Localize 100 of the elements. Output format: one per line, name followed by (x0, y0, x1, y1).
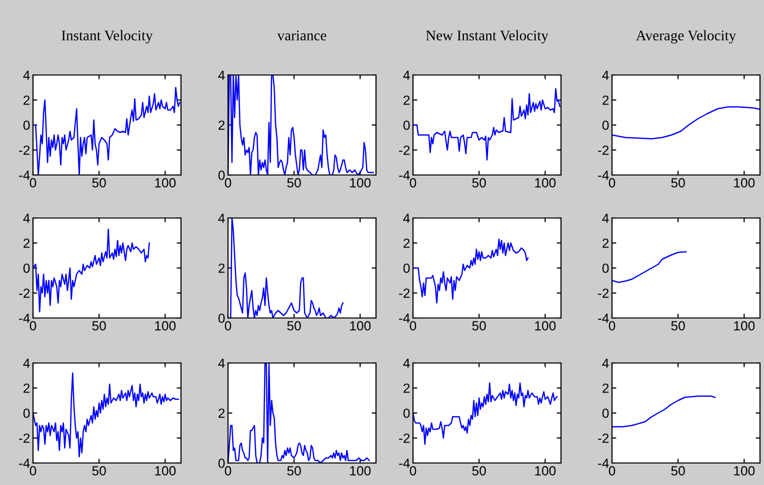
x-tick-label: 50 (92, 178, 106, 188)
y-tick-label: -4 (19, 170, 30, 180)
y-tick-label: -2 (598, 288, 609, 298)
x-tick-label: 100 (535, 178, 556, 188)
y-tick-label: -4 (399, 458, 410, 468)
x-tick-label: 100 (350, 321, 371, 330)
x-tick-label: 100 (734, 466, 755, 476)
y-tick-label: 2 (218, 264, 225, 273)
x-tick-label: 0 (224, 178, 232, 188)
y-tick-label: -2 (19, 146, 30, 155)
y-tick-label: 2 (404, 96, 410, 105)
x-tick-label: 0 (410, 321, 416, 330)
y-tick-label: 0 (218, 458, 225, 468)
x-tick-label: 0 (30, 178, 36, 188)
y-tick-label: -2 (399, 288, 410, 298)
y-tick-label: 0 (602, 264, 609, 273)
x-tick-label: 0 (30, 321, 36, 330)
y-tick-label: -2 (399, 434, 410, 443)
line-series (413, 88, 560, 161)
x-tick-label: 50 (671, 178, 685, 188)
y-tick-label: -4 (598, 458, 609, 468)
y-tick-label: 0 (218, 314, 225, 323)
y-tick-label: 4 (602, 358, 609, 368)
x-tick-label: 0 (608, 178, 616, 188)
y-tick-label: -4 (399, 314, 410, 323)
x-tick-label: 100 (155, 321, 176, 330)
x-tick-label: 100 (535, 466, 556, 476)
x-tick-label: 100 (155, 178, 176, 188)
y-tick-label: 0 (403, 120, 410, 130)
y-tick-label: 4 (23, 358, 30, 368)
x-tick-label: 50 (287, 466, 301, 476)
y-tick-label: 0 (403, 264, 410, 273)
y-tick-label: -4 (19, 458, 30, 468)
x-tick-label: 100 (155, 466, 176, 476)
x-tick-label: 50 (671, 321, 685, 330)
y-tick-label: -2 (598, 434, 609, 443)
y-tick-label: -2 (19, 434, 30, 443)
y-tick-label: -2 (598, 146, 609, 155)
y-tick-label: 2 (218, 120, 225, 130)
line-series (612, 251, 687, 283)
y-tick-label: 2 (602, 238, 609, 248)
x-tick-label: 0 (608, 466, 616, 476)
x-tick-label: 50 (287, 178, 301, 188)
x-tick-label: 50 (472, 466, 486, 476)
line-series (413, 238, 529, 304)
x-tick-label: 50 (92, 466, 106, 476)
x-tick-label: 100 (350, 466, 371, 476)
x-tick-label: 100 (734, 321, 755, 330)
chart-title: variance (277, 30, 326, 40)
y-tick-label: -2 (399, 146, 410, 155)
y-tick-label: -2 (19, 288, 30, 298)
y-tick-label: 4 (602, 214, 609, 223)
y-tick-label: -4 (399, 170, 410, 180)
line-series (228, 75, 374, 175)
chart-title: New Instant Velocity (426, 30, 548, 44)
y-tick-label: -4 (598, 170, 609, 180)
line-series (612, 106, 760, 140)
y-tick-label: 2 (602, 96, 609, 105)
y-tick-label: 2 (24, 238, 30, 248)
x-tick-label: 0 (30, 466, 36, 476)
x-tick-label: 50 (92, 321, 106, 330)
y-tick-label: 2 (24, 96, 30, 105)
y-tick-label: -4 (19, 314, 30, 323)
chart-title: Average Velocity (636, 30, 736, 44)
x-tick-label: 50 (671, 466, 685, 476)
y-tick-label: 2 (24, 384, 30, 393)
x-tick-label: 0 (410, 178, 416, 188)
x-tick-label: 0 (224, 466, 232, 476)
line-series (612, 396, 716, 428)
chart-title: Instant Velocity (62, 30, 153, 44)
x-tick-label: 50 (472, 321, 486, 330)
y-tick-label: 2 (404, 238, 410, 248)
y-tick-label: 0 (23, 408, 30, 418)
y-tick-label: 4 (403, 214, 410, 223)
x-tick-label: 50 (472, 178, 486, 188)
line-series (413, 382, 558, 445)
x-tick-label: 100 (734, 178, 755, 188)
y-tick-label: 0 (23, 264, 30, 273)
y-tick-label: 4 (218, 214, 225, 223)
line-series (33, 228, 150, 312)
y-tick-label: 0 (218, 170, 225, 180)
y-tick-label: 0 (403, 408, 410, 418)
y-tick-label: 4 (218, 70, 225, 80)
y-tick-label: 0 (602, 408, 609, 418)
y-tick-label: 4 (23, 70, 30, 80)
y-tick-label: -4 (598, 314, 609, 323)
y-tick-label: 4 (403, 70, 410, 80)
x-tick-label: 0 (608, 321, 616, 330)
y-tick-label: 2 (218, 408, 225, 418)
x-tick-label: 0 (410, 466, 416, 476)
y-tick-label: 2 (602, 384, 609, 393)
x-tick-label: 100 (350, 178, 371, 188)
y-tick-label: 4 (23, 214, 30, 223)
y-tick-label: 4 (218, 358, 225, 368)
x-tick-label: 50 (287, 321, 301, 330)
y-tick-label: 2 (404, 384, 410, 393)
x-tick-label: 0 (224, 321, 232, 330)
x-tick-label: 100 (535, 321, 556, 330)
y-tick-label: 4 (602, 70, 609, 80)
y-tick-label: 4 (403, 358, 410, 368)
